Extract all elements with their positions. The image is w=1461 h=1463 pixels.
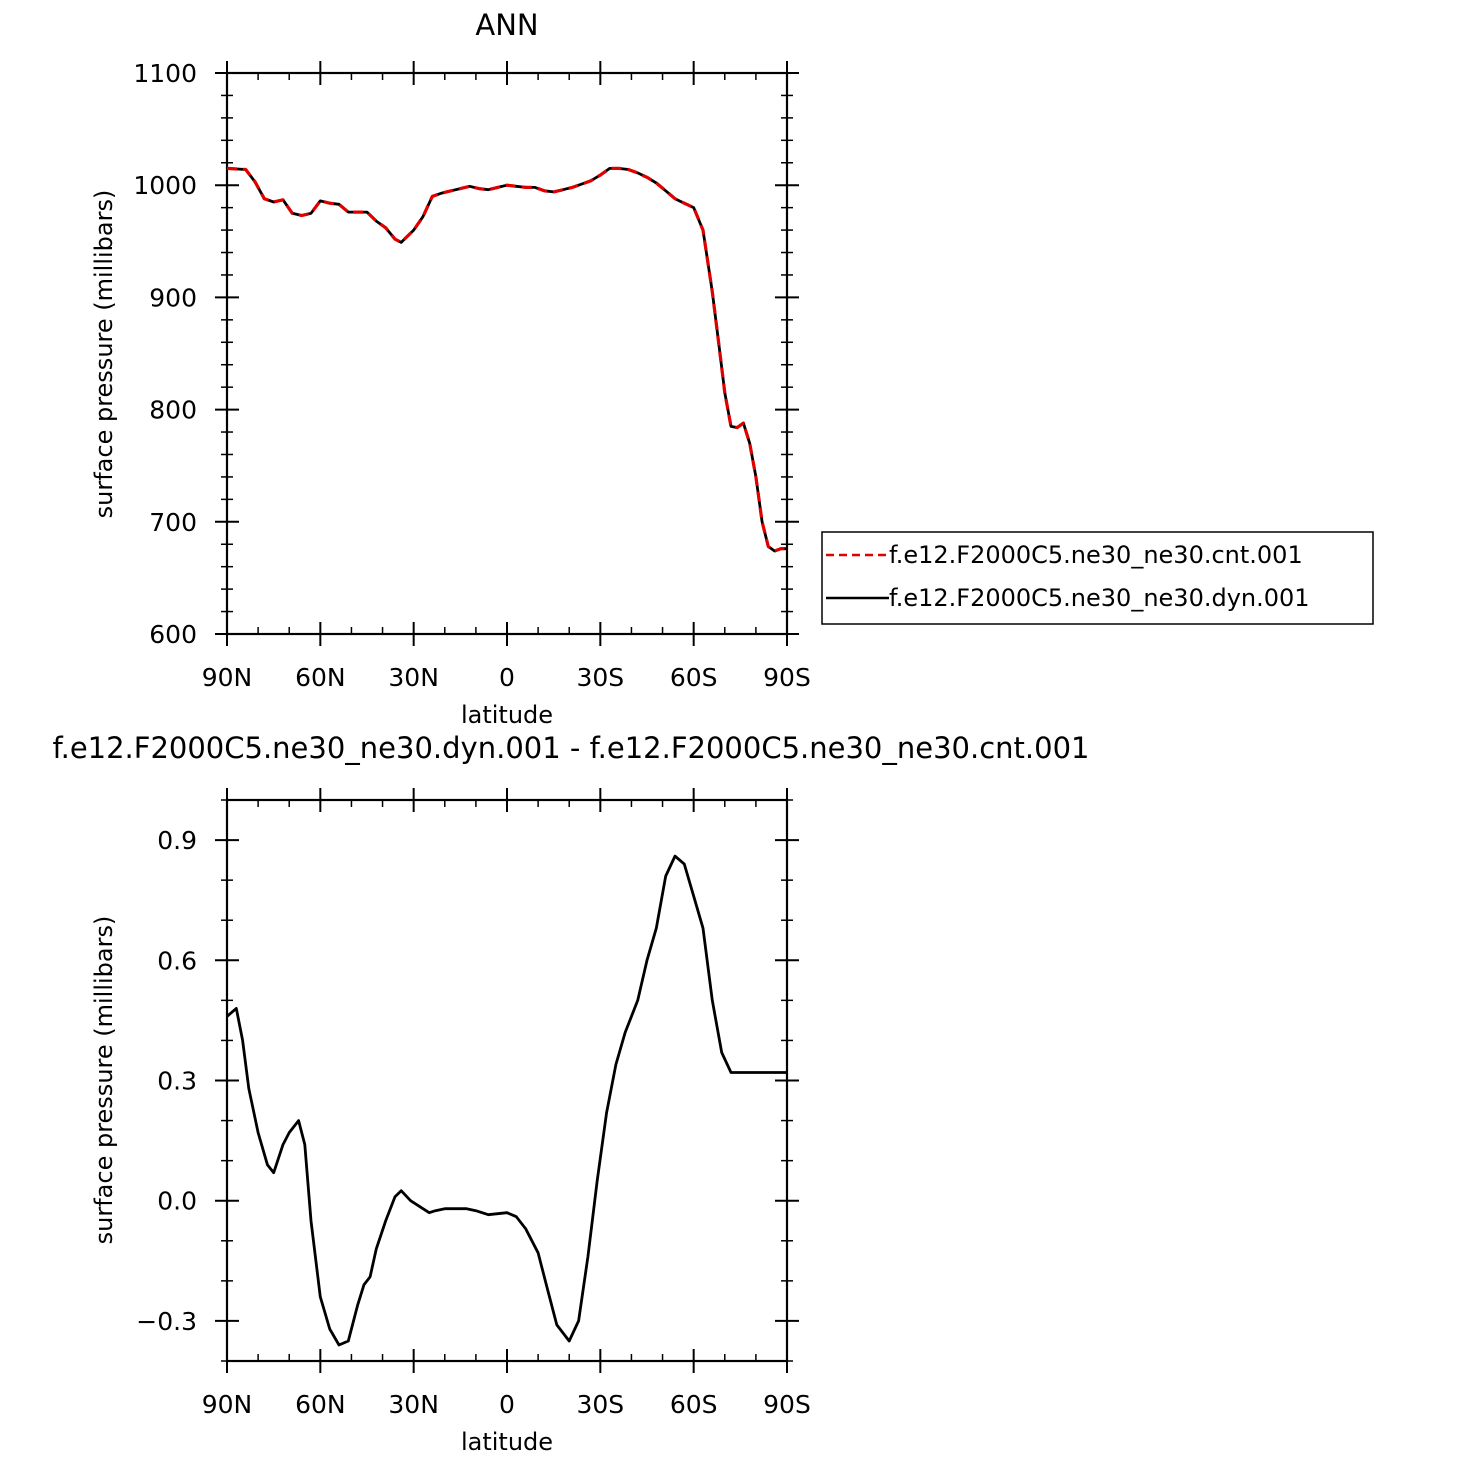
x-tick-label: 0 bbox=[499, 663, 515, 692]
y-tick-label: 0.0 bbox=[157, 1187, 197, 1216]
x-tick-label: 90N bbox=[202, 1390, 253, 1419]
legend-dyn-label: f.e12.F2000C5.ne30_ne30.dyn.001 bbox=[889, 584, 1310, 612]
legend-cnt-label: f.e12.F2000C5.ne30_ne30.cnt.001 bbox=[889, 541, 1303, 569]
top-plot-xlabel: latitude bbox=[461, 701, 553, 729]
bottom-plot-axes: 90N 60N 30N 0 30S 60S 90S −0.3 0.0 0.3 0.6 0.9 bbox=[136, 788, 811, 1419]
series-line-cnt bbox=[226, 166, 787, 553]
top-plot-panel: ANN surface pressure (millibars) latitud… bbox=[90, 8, 811, 729]
plot-frame bbox=[225, 71, 789, 636]
y-tick-label: 600 bbox=[149, 620, 197, 649]
x-tick-label: 60S bbox=[670, 663, 718, 692]
bottom-plot-title: f.e12.F2000C5.ne30_ne30.dyn.001 - f.e12.… bbox=[53, 731, 1090, 765]
y-tick-label: 1100 bbox=[133, 59, 197, 88]
x-tick-label: 90S bbox=[763, 1390, 811, 1419]
x-tick-label: 60N bbox=[295, 663, 346, 692]
series-line-dyn bbox=[226, 166, 787, 553]
legend-box bbox=[821, 531, 1374, 625]
top-plot-ylabel: surface pressure (millibars) bbox=[90, 190, 118, 519]
bottom-plot-panel: f.e12.F2000C5.ne30_ne30.dyn.001 - f.e12.… bbox=[53, 731, 1090, 1456]
x-tick-label: 60S bbox=[670, 1390, 718, 1419]
x-tick-label: 30S bbox=[576, 663, 624, 692]
y-tick-label: 0.3 bbox=[157, 1067, 197, 1096]
y-tick-label: 0.9 bbox=[157, 826, 197, 855]
y-tick-label: 900 bbox=[149, 283, 197, 312]
y-tick-label: 700 bbox=[149, 508, 197, 537]
top-plot-title: ANN bbox=[475, 8, 538, 42]
x-tick-label: 90N bbox=[202, 663, 253, 692]
top-plot-series bbox=[226, 166, 787, 553]
plot-frame bbox=[225, 798, 789, 1363]
bottom-plot-ylabel: surface pressure (millibars) bbox=[90, 916, 118, 1245]
bottom-plot-xlabel: latitude bbox=[461, 1428, 553, 1456]
y-tick-label: 800 bbox=[149, 396, 197, 425]
y-tick-label: 1000 bbox=[133, 171, 197, 200]
x-tick-label: 30S bbox=[576, 1390, 624, 1419]
x-tick-label: 30N bbox=[388, 663, 439, 692]
x-tick-label: 0 bbox=[499, 1390, 515, 1419]
y-tick-label: −0.3 bbox=[136, 1307, 197, 1336]
top-plot-axes: 90N 60N 30N 0 30S 60S 90S 600 700 800 900 1000 1100 bbox=[133, 59, 810, 692]
series-line-dyn bbox=[226, 854, 787, 1347]
x-tick-label: 90S bbox=[763, 663, 811, 692]
x-tick-label: 60N bbox=[295, 1390, 346, 1419]
x-tick-label: 30N bbox=[388, 1390, 439, 1419]
y-tick-label: 0.6 bbox=[157, 946, 197, 975]
bottom-plot-series bbox=[226, 854, 787, 1347]
legend: f.e12.F2000C5.ne30_ne30.cnt.001 f.e12.F2… bbox=[821, 531, 1374, 625]
